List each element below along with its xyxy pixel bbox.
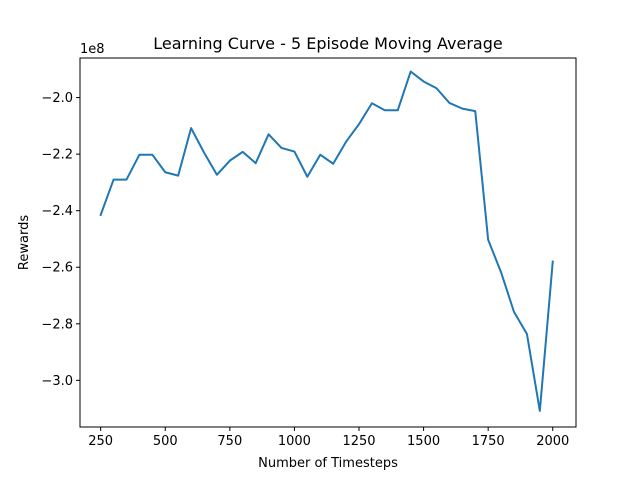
x-tick-label: 1000: [278, 434, 311, 449]
x-tick-label: 750: [217, 434, 242, 449]
x-tick-label: 1750: [472, 434, 505, 449]
x-axis-label: Number of Timesteps: [258, 456, 398, 471]
axis-ticks: 250 500 750 1000 1250 1500 1750 2000 −3.0 −2.8 −2.…: [41, 91, 569, 449]
y-axis-label: Rewards: [17, 215, 32, 270]
x-tick-label: 500: [153, 434, 178, 449]
y-tick-label: −2.2: [41, 148, 73, 163]
x-tick-label: 1500: [407, 434, 440, 449]
chart-title: Learning Curve - 5 Episode Moving Averag…: [153, 34, 502, 53]
x-tick-label: 1250: [342, 434, 375, 449]
y-tick-label: −3.0: [41, 374, 73, 389]
y-offset-label: 1e8: [80, 42, 105, 57]
x-tick-label: 2000: [536, 434, 569, 449]
y-tick-label: −2.4: [41, 204, 73, 219]
series-line: [99, 70, 554, 412]
y-tick-label: −2.6: [41, 261, 73, 276]
y-tick-label: −2.8: [41, 317, 73, 332]
series-layer: [99, 70, 554, 412]
y-tick-label: −2.0: [41, 91, 73, 106]
x-tick-label: 250: [88, 434, 113, 449]
plot-area-frame: [79, 57, 577, 428]
